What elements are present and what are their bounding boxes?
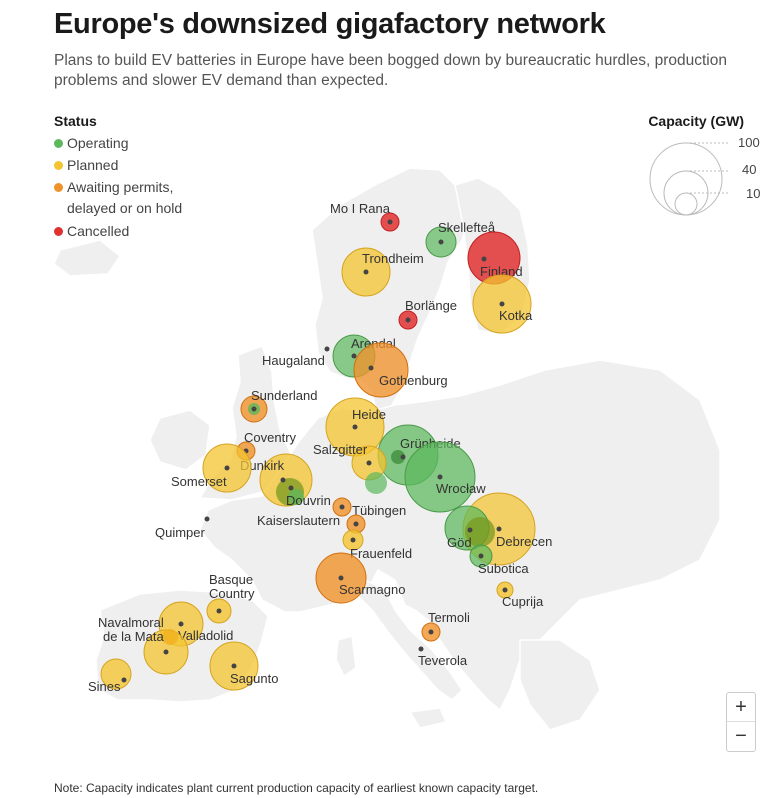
site-label: Navalmoral de la Mata — [98, 615, 167, 644]
capacity-value-100: 100 — [738, 135, 760, 150]
legend-item-operating[interactable]: Operating — [54, 133, 182, 155]
site-label: Haugaland — [262, 353, 325, 368]
site-cuprija[interactable]: Cuprija — [496, 581, 544, 609]
legend-item-delayed[interactable]: Awaiting permits, delayed or on hold — [54, 177, 182, 221]
site-label: Tübingen — [352, 503, 406, 518]
zoom-out-button[interactable]: − — [735, 724, 747, 747]
site-skelleftea[interactable]: Skellefteå — [425, 220, 496, 258]
site-label: Basque Country — [209, 572, 257, 601]
site-label: Skellefteå — [438, 220, 496, 235]
site-label: Termoli — [428, 610, 470, 625]
status-legend: Status Operating Planned Awaiting permit… — [54, 113, 182, 243]
site-douvrin[interactable]: Douvrin — [286, 489, 331, 508]
site-label: Wrocław — [436, 481, 486, 496]
site-label: Heide — [352, 407, 386, 422]
site-gothenburg[interactable]: Gothenburg — [353, 342, 448, 398]
site-sagunto[interactable]: Sagunto — [209, 641, 278, 691]
site-haugaland[interactable]: Haugaland — [262, 346, 330, 369]
sites-layer: Mo I Rana Skellefteå Finland Trondheim B… — [88, 201, 552, 694]
site-mo-i-rana[interactable]: Mo I Rana — [330, 201, 400, 232]
site-tubingen[interactable]: Tübingen — [332, 497, 406, 518]
site-sines[interactable]: Sines — [88, 658, 132, 694]
legend-item-cancelled[interactable]: Cancelled — [54, 221, 182, 243]
site-somerset[interactable]: Somerset — [171, 443, 252, 493]
site-label: Finland — [480, 264, 523, 279]
capacity-value-40: 40 — [742, 162, 756, 177]
legend-label: Cancelled — [67, 223, 130, 239]
legend-label: Awaiting permits, delayed or on hold — [67, 179, 183, 216]
page-subtitle: Plans to build EV batteries in Europe ha… — [54, 52, 727, 89]
site-basque-country[interactable]: Basque Country — [206, 572, 257, 624]
zoom-in-button[interactable]: + — [735, 695, 747, 718]
site-label: Kaiserslautern — [257, 513, 340, 528]
capacity-value-10: 10 — [746, 186, 760, 201]
site-label: Subotica — [478, 561, 529, 576]
site-label: Sines — [88, 679, 121, 694]
capacity-legend: Capacity (GW) 100 40 10 — [630, 113, 770, 223]
site-label: Cuprija — [502, 594, 544, 609]
capacity-legend-heading: Capacity (GW) — [648, 113, 744, 129]
site-label-line-1: Navalmoral — [98, 615, 164, 630]
site-label: Sunderland — [251, 388, 318, 403]
site-sunderland[interactable]: Sunderland — [240, 388, 318, 423]
site-navalmoral[interactable]: Navalmoral de la Mata — [98, 615, 189, 675]
site-termoli[interactable]: Termoli — [421, 610, 470, 642]
legend-dot-icon — [54, 139, 63, 148]
site-god[interactable]: Göd — [444, 505, 495, 551]
site-trondheim[interactable]: Trondheim — [341, 247, 424, 297]
site-label: Frauenfeld — [350, 546, 412, 561]
site-label: Trondheim — [362, 251, 424, 266]
site-salzgitter[interactable]: Salzgitter — [313, 442, 387, 494]
site-label: Borlänge — [405, 298, 457, 313]
status-legend-heading: Status — [54, 113, 97, 129]
site-finland[interactable]: Finland — [467, 231, 523, 285]
legend-label: Operating — [67, 135, 129, 151]
site-teverola[interactable]: Teverola — [418, 646, 468, 669]
site-label: Debrecen — [496, 534, 552, 549]
capacity-legend-graphic: 100 40 10 — [649, 135, 760, 216]
site-label: Salzgitter — [313, 442, 368, 457]
site-scarmagno[interactable]: Scarmagno — [315, 552, 405, 604]
site-borlange[interactable]: Borlänge — [398, 298, 457, 330]
site-label: Teverola — [418, 653, 468, 668]
site-frauenfeld[interactable]: Frauenfeld — [342, 529, 412, 561]
site-subotica[interactable]: Subotica — [469, 544, 529, 576]
site-label-line-1: Basque — [209, 572, 253, 587]
site-label: Sagunto — [230, 671, 278, 686]
site-label: Valladolid — [178, 628, 233, 643]
site-label: Quimper — [155, 525, 206, 540]
site-label: Gothenburg — [379, 373, 448, 388]
site-kotka[interactable]: Kotka — [472, 274, 533, 334]
site-quimper[interactable]: Quimper — [155, 516, 210, 541]
zoom-divider — [727, 721, 755, 722]
site-label: Kotka — [499, 308, 533, 323]
site-label: Somerset — [171, 474, 227, 489]
site-label: Mo I Rana — [330, 201, 391, 216]
site-label-line-2: de la Mata — [103, 629, 164, 644]
site-wroclaw[interactable]: Wrocław — [404, 441, 486, 513]
legend-dot-icon — [54, 161, 63, 170]
site-label-line-2: Country — [209, 586, 255, 601]
legend-item-planned[interactable]: Planned — [54, 155, 182, 177]
site-label: Scarmagno — [339, 582, 405, 597]
legend-dot-icon — [54, 183, 63, 192]
zoom-controls: + − — [726, 692, 756, 752]
legend-label: Planned — [67, 157, 119, 173]
page-title: Europe's downsized gigafactory network — [54, 8, 606, 40]
footnote: Note: Capacity indicates plant current p… — [54, 781, 539, 795]
site-label: Coventry — [244, 430, 297, 445]
site-label: Douvrin — [286, 493, 331, 508]
legend-dot-icon — [54, 227, 63, 236]
site-label: Göd — [447, 535, 472, 550]
